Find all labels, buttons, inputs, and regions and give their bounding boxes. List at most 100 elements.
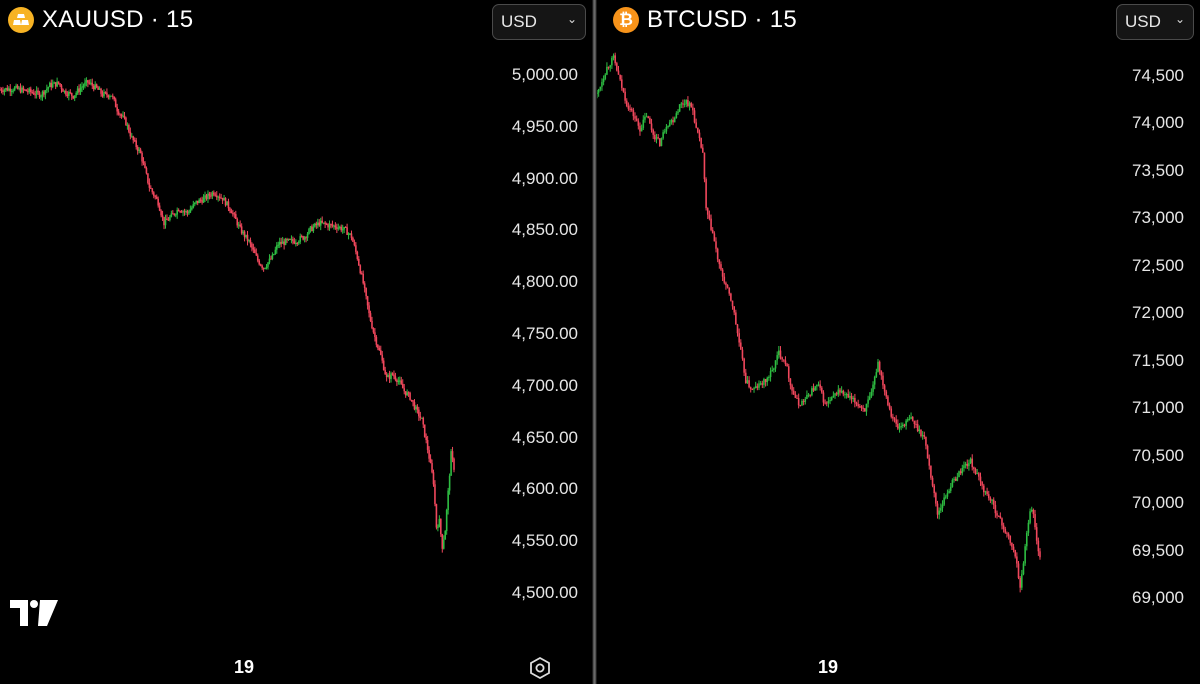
xauusd-candle-body: [109, 96, 111, 98]
xauusd-candle-body: [204, 195, 206, 198]
xauusd-candle: [425, 433, 427, 444]
xauusd-candle: [371, 316, 373, 330]
xauusd-candle-body: [245, 234, 247, 238]
xauusd-candle: [368, 302, 370, 318]
xauusd-symbol-title[interactable]: XAUUSD · 15: [42, 6, 194, 33]
btcusd-candle: [649, 116, 651, 124]
xauusd-candle-body: [132, 136, 135, 141]
btcusd-candle-body: [971, 458, 974, 468]
btcusd-candle: [740, 339, 742, 350]
xauusd-candle: [447, 487, 449, 515]
btcusd-candle: [682, 99, 684, 109]
xauusd-candle: [394, 372, 397, 382]
chart-settings-icon[interactable]: [528, 656, 552, 684]
xauusd-candle: [193, 202, 196, 207]
btcusd-candle-body: [647, 116, 650, 119]
btcusd-candle: [665, 124, 668, 134]
xauusd-candle: [34, 90, 36, 99]
xauusd-candle-body: [44, 90, 47, 95]
btcusd-candle-body: [935, 493, 937, 504]
btcusd-currency-select[interactable]: USD ⌄: [1116, 4, 1194, 40]
xauusd-candle-body: [407, 392, 410, 394]
btcusd-candle: [625, 98, 628, 108]
btcusd-candle-body: [665, 126, 668, 132]
btcusd-candle-body: [741, 349, 744, 359]
xauusd-candle: [97, 85, 99, 90]
btcusd-candle: [940, 503, 942, 514]
xauusd-candle: [54, 82, 57, 90]
btcusd-candle-body: [756, 386, 759, 388]
btcusd-candle-body: [872, 384, 874, 392]
xauusd-candle-body: [255, 253, 258, 256]
xauusd-candle: [224, 197, 227, 207]
btcusd-candle-body: [870, 391, 873, 397]
xauusd-candle-body: [271, 254, 274, 260]
xauusd-candle: [144, 161, 146, 169]
xauusd-candle-body: [189, 209, 192, 213]
btcusd-candlestick-chart[interactable]: [597, 0, 1102, 640]
btcusd-symbol-title[interactable]: BTCUSD · 15: [647, 6, 797, 33]
xauusd-candle: [227, 198, 230, 212]
xauusd-candle: [195, 200, 198, 205]
xauusd-candle: [377, 344, 379, 351]
btcusd-candle: [1032, 508, 1035, 519]
xauusd-chart-panel[interactable]: XAUUSD · 15 USD ⌄ 5,000.00 4,950.00 4,900.…: [0, 0, 594, 684]
xauusd-candle-body: [447, 490, 449, 511]
xauusd-candle-body: [431, 462, 433, 473]
xauusd-candle: [37, 87, 39, 95]
btcusd-candle-body: [642, 119, 645, 128]
xauusd-candle: [292, 236, 294, 245]
xauusd-candle: [252, 243, 255, 254]
xauusd-candle: [299, 233, 302, 245]
xauusd-candle-body: [129, 131, 132, 137]
btcusd-price-tick-label: 71,000: [1132, 398, 1184, 418]
xauusd-candle: [336, 223, 338, 234]
xauusd-candle-body: [195, 200, 198, 203]
xauusd-candle-body: [365, 287, 367, 297]
btcusd-candle-body: [630, 108, 633, 111]
xauusd-candle-body: [372, 328, 375, 333]
tradingview-logo-icon[interactable]: [10, 600, 58, 631]
xauusd-candle: [363, 281, 366, 293]
btcusd-candle-body: [1032, 509, 1035, 515]
xauusd-candle: [131, 133, 133, 138]
xauusd-candle: [133, 137, 136, 143]
xauusd-candle: [338, 225, 341, 230]
btcusd-candle-body: [624, 91, 626, 101]
xauusd-candlestick-chart[interactable]: [0, 0, 480, 640]
xauusd-candle: [170, 210, 173, 218]
btcusd-chart-panel[interactable]: ₿ BTCUSD · 15 USD ⌄ 74,500 74,000 73,500 73…: [597, 0, 1200, 684]
btcusd-candle: [1009, 535, 1012, 546]
btcusd-candle-body: [733, 306, 735, 313]
xauusd-candle-body: [237, 224, 240, 226]
xauusd-candle: [303, 235, 306, 243]
btcusd-candle-body: [782, 359, 785, 361]
btcusd-candle: [1029, 508, 1031, 525]
btcusd-candle-body: [921, 435, 924, 437]
xauusd-candle: [256, 253, 259, 263]
btcusd-candle-body: [776, 355, 778, 361]
xauusd-candle: [172, 210, 174, 215]
xauusd-candle: [327, 223, 329, 231]
xauusd-candle: [202, 194, 205, 204]
xauusd-candle-body: [35, 90, 38, 95]
panel-divider[interactable]: [592, 0, 597, 684]
btcusd-candle: [948, 488, 950, 494]
xauusd-candle-body: [133, 140, 136, 142]
btcusd-candle: [936, 500, 939, 519]
btcusd-candle: [812, 383, 815, 392]
btcusd-candle-body: [830, 397, 833, 400]
xauusd-candle-body: [63, 90, 66, 92]
xauusd-candle: [390, 371, 392, 383]
btcusd-candle: [639, 122, 641, 136]
xauusd-candle-body: [283, 241, 285, 245]
xauusd-candle: [211, 190, 214, 200]
btcusd-candle-body: [738, 333, 740, 343]
xauusd-candle: [189, 205, 192, 214]
xauusd-candle: [334, 222, 337, 230]
xauusd-currency-select[interactable]: USD ⌄: [492, 4, 586, 40]
xauusd-candle: [87, 79, 89, 88]
xauusd-candle: [385, 372, 388, 382]
xauusd-candle: [6, 84, 9, 92]
xauusd-candle: [43, 89, 45, 98]
